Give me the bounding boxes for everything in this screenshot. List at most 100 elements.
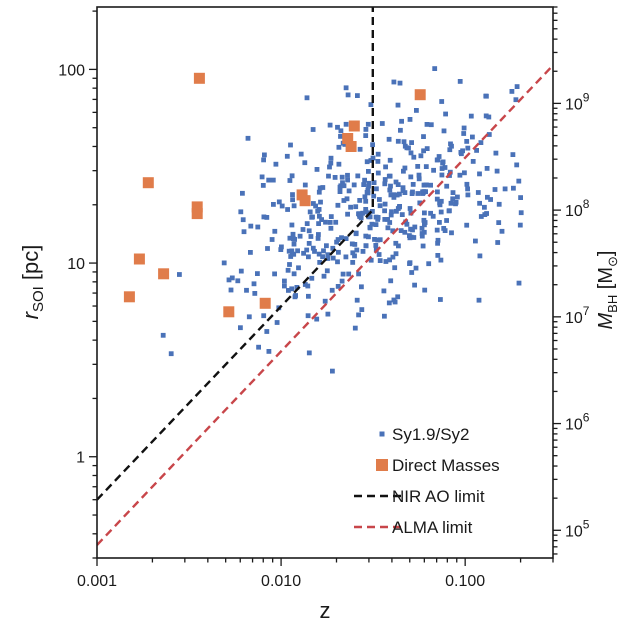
- sy2-point: [421, 134, 426, 139]
- direct-mass-point: [158, 268, 170, 280]
- legend-label: Sy1.9/Sy2: [392, 425, 470, 444]
- sy2-point: [333, 219, 339, 225]
- sy2-point: [340, 180, 345, 186]
- sy2-point: [326, 173, 331, 179]
- sy2-point: [346, 271, 352, 277]
- plot-frame: [96, 6, 554, 559]
- sy2-point: [430, 213, 436, 219]
- sy2-point: [449, 143, 454, 149]
- right-tick-label: 106: [565, 411, 590, 434]
- sy2-point: [461, 125, 467, 131]
- y-tick-label: 1: [76, 450, 85, 467]
- sy2-point: [363, 233, 369, 239]
- sy2-point: [377, 258, 383, 263]
- sy2-point: [514, 162, 520, 168]
- legend-label: NIR AO limit: [392, 487, 485, 506]
- sy2-point: [428, 122, 434, 128]
- sy2-point: [447, 147, 453, 153]
- sy2-point: [382, 313, 387, 319]
- sy2-point: [420, 190, 426, 196]
- sy2-point: [366, 169, 371, 174]
- sy2-point: [251, 281, 257, 287]
- sy2-point: [302, 160, 308, 166]
- sy2-point: [424, 146, 430, 151]
- sy2-point: [419, 233, 425, 239]
- sy2-point: [398, 127, 403, 133]
- sy2-point: [300, 227, 306, 232]
- sy2-point: [304, 247, 310, 253]
- sy2-point: [484, 93, 489, 99]
- sy2-point: [368, 257, 374, 263]
- sy2-point: [450, 190, 456, 195]
- sy2-point: [316, 221, 321, 226]
- direct-mass-point: [299, 195, 311, 207]
- sy2-point: [368, 102, 374, 107]
- sy2-point: [389, 209, 394, 215]
- sy2-point: [457, 172, 463, 178]
- sy2-point: [289, 248, 295, 254]
- sy2-point: [317, 260, 323, 265]
- sy2-point: [513, 97, 519, 103]
- sy2-point: [450, 196, 456, 202]
- sy2-point: [382, 217, 388, 222]
- sy2-point: [328, 214, 334, 219]
- sy2-point: [335, 259, 340, 265]
- sy2-point: [240, 190, 245, 196]
- sy2-point: [272, 228, 278, 234]
- sy2-point: [255, 224, 261, 230]
- sy2-point: [343, 254, 349, 260]
- marks-layer: [97, 7, 553, 546]
- sy2-point: [465, 186, 470, 192]
- right-tick-base: 10: [565, 417, 583, 434]
- sy2-point: [252, 291, 258, 296]
- sy2-point: [485, 194, 490, 200]
- direct-mass-point: [296, 189, 308, 201]
- direct-mass-point: [342, 133, 354, 144]
- sy2-point: [340, 271, 346, 277]
- sy2-point: [301, 250, 306, 256]
- sy2-point: [311, 201, 316, 206]
- y-tick-label: 10: [67, 256, 85, 273]
- sy2-point: [375, 237, 381, 243]
- sy2-point: [409, 270, 415, 275]
- sy2-point: [337, 189, 343, 194]
- sy2-point: [356, 312, 361, 318]
- sy2-point: [393, 179, 399, 185]
- sy2-point: [413, 265, 419, 271]
- sy2-point: [357, 198, 363, 203]
- sy2-point: [496, 220, 502, 225]
- sy2-point: [411, 154, 417, 160]
- sy2-point: [341, 183, 347, 189]
- sy2-point: [387, 173, 393, 179]
- sy2-point: [407, 233, 412, 238]
- sy2-point: [288, 254, 294, 259]
- direct-mass-point: [133, 253, 145, 265]
- sy2-point: [495, 240, 501, 245]
- sy2-point: [434, 196, 440, 202]
- sy2-point: [316, 189, 322, 195]
- sy2-point: [401, 168, 406, 174]
- sy2-point: [435, 189, 440, 195]
- sy2-point: [447, 208, 452, 214]
- sy2-point: [309, 275, 315, 281]
- sy2-point: [318, 199, 323, 205]
- sy2-point: [266, 349, 272, 354]
- sy2-point: [355, 93, 360, 98]
- sy2-point: [315, 236, 321, 241]
- sy2-point: [388, 183, 393, 189]
- sy2-point: [316, 207, 322, 212]
- sy2-point: [229, 275, 235, 281]
- sy2-point: [358, 215, 364, 221]
- sy2-point: [399, 212, 405, 217]
- sy2-point: [422, 210, 427, 216]
- sy2-point: [375, 151, 381, 157]
- sy2-point: [321, 273, 327, 279]
- sy2-point: [408, 174, 414, 180]
- sy2-point: [349, 241, 355, 247]
- sy2-point: [343, 236, 349, 241]
- sy2-point: [404, 221, 410, 227]
- sy2-point: [395, 294, 401, 300]
- sy2-point: [276, 199, 282, 205]
- sy2-point: [286, 248, 292, 254]
